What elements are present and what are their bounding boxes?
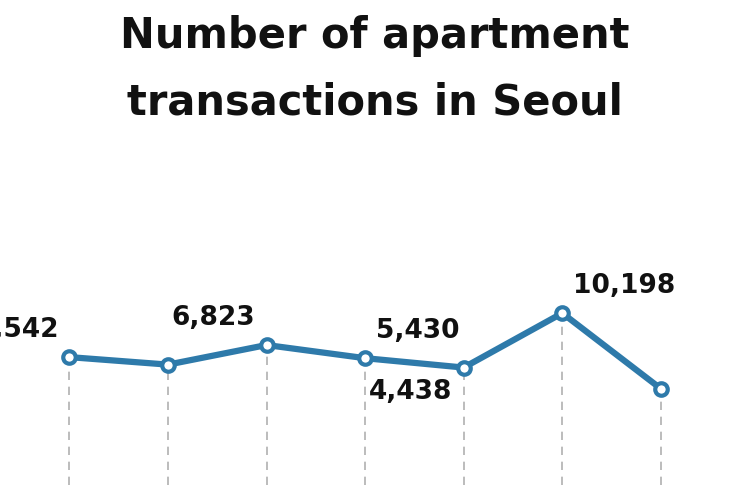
Text: 10,198: 10,198 [574,273,676,299]
Text: 6,823: 6,823 [172,305,256,331]
Text: 4,438: 4,438 [369,379,452,405]
Text: Number of apartment: Number of apartment [120,15,630,57]
Text: transactions in Seoul: transactions in Seoul [127,82,623,124]
Text: 5,430: 5,430 [376,318,460,345]
Text: 5,542: 5,542 [0,317,58,343]
